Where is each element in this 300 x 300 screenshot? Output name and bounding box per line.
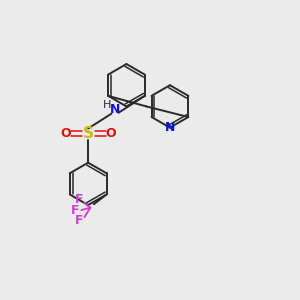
Text: N: N xyxy=(165,121,175,134)
Text: O: O xyxy=(106,127,116,140)
Text: F: F xyxy=(71,204,80,217)
Text: H: H xyxy=(103,100,111,110)
Text: F: F xyxy=(75,214,83,227)
Text: O: O xyxy=(60,127,70,140)
Text: F: F xyxy=(75,193,83,206)
Text: S: S xyxy=(83,126,94,141)
Text: N: N xyxy=(110,103,120,116)
